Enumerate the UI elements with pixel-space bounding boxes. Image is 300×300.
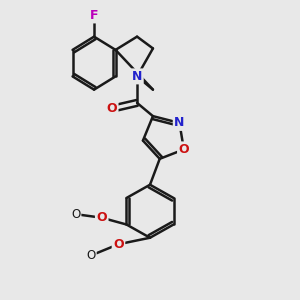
Text: O: O: [71, 208, 80, 221]
Text: F: F: [90, 9, 98, 22]
Text: O: O: [178, 143, 189, 156]
Text: O: O: [86, 249, 96, 262]
Text: O: O: [96, 211, 107, 224]
Text: N: N: [132, 70, 142, 83]
Text: O: O: [113, 238, 124, 251]
Text: O: O: [106, 102, 117, 115]
Text: N: N: [174, 116, 184, 129]
